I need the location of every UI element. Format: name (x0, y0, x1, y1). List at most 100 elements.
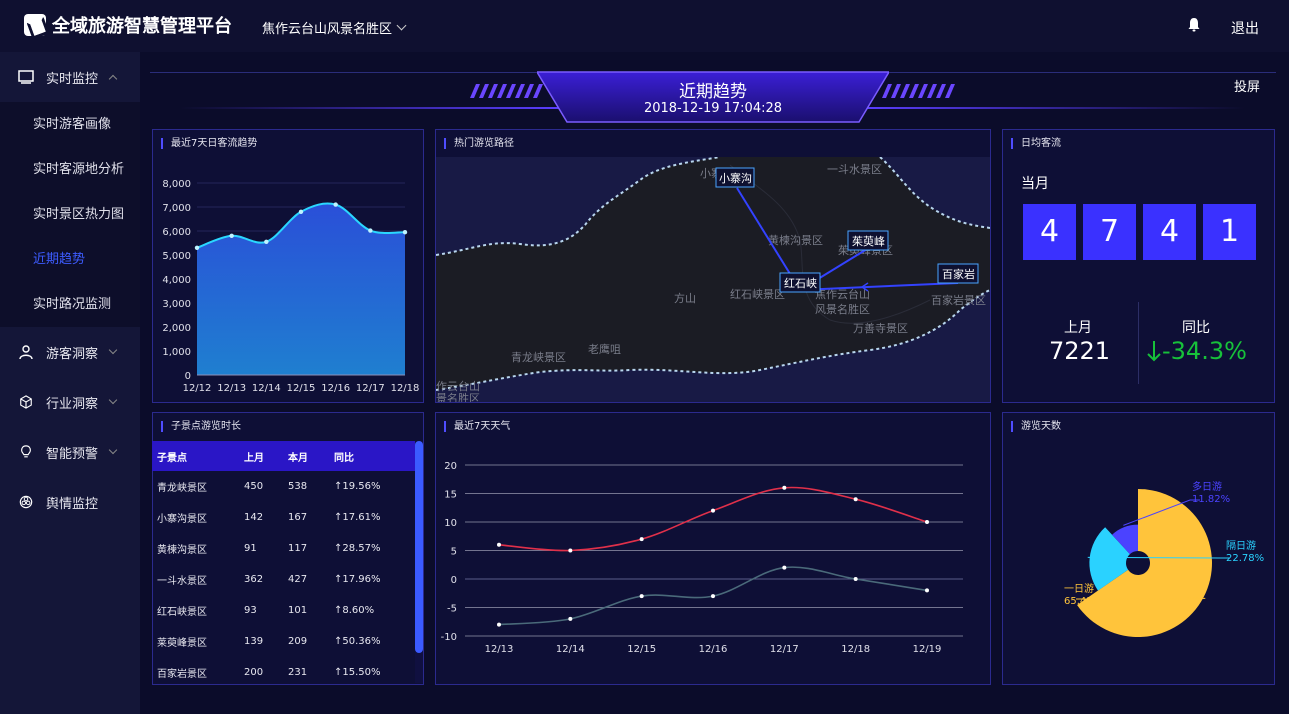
sidebar-group-alert[interactable]: 智能预警 (0, 427, 140, 477)
y-tick-label: 5 (451, 547, 457, 558)
cell: ↑17.96% (334, 574, 381, 585)
cell: 209 (288, 636, 308, 647)
y-tick-label: 6,000 (162, 227, 191, 238)
data-point (853, 497, 858, 502)
y-tick-label: 20 (444, 461, 457, 472)
panel-title: 子景点游览时长 (161, 421, 241, 432)
y-tick-label: 0 (185, 371, 191, 382)
arrow-down-icon (1147, 341, 1161, 362)
column-header: 同比 (329, 441, 416, 471)
map-label: 作云台山 (436, 379, 480, 393)
pie-slice (1112, 524, 1138, 555)
panel-title: 最近7天天气 (444, 421, 510, 432)
map-label: 焦作云台山 (815, 287, 870, 301)
current-month-digits: 4 7 4 1 (1023, 204, 1263, 260)
map-label: 黄楝沟景区 (768, 233, 823, 247)
y-tick-label: 5,000 (162, 251, 191, 262)
yoy-label: 同比 (1182, 320, 1210, 336)
sidebar-item-origin-analysis[interactable]: 实时客源地分析 (33, 162, 125, 177)
data-point (639, 594, 644, 599)
cell: 小寨沟景区 (157, 514, 207, 525)
header-line-left (180, 107, 560, 109)
header-datetime: 2018-12-19 17:04:28 (643, 101, 783, 116)
yoy-value-text: -34.3% (1162, 337, 1247, 365)
map-label: 方山 (674, 291, 696, 305)
logout-button[interactable]: 退出 (1231, 21, 1259, 37)
digit: 1 (1203, 204, 1256, 260)
data-point (568, 616, 573, 621)
chevron-down-icon (108, 395, 118, 405)
x-tick-label: 12/13 (217, 383, 246, 394)
cast-screen-button[interactable]: 投屏 (1234, 80, 1261, 95)
cell: 427 (288, 574, 308, 585)
sidebar-group-label: 游客洞察 (46, 346, 99, 362)
data-point (497, 622, 501, 627)
y-tick-label: 10 (444, 518, 457, 529)
cell: 莱萸峰景区 (157, 638, 207, 649)
routes-map[interactable]: 小寨沟 一斗水景区 黄楝沟景区 茱萸峰景区 红石峡景区 焦作云台山 风景名胜区 … (436, 157, 990, 402)
sidebar-group-sentiment[interactable]: 舆情监控 (0, 477, 140, 527)
cell: 538 (288, 481, 308, 492)
cell: 167 (288, 512, 308, 523)
x-tick-label: 12/15 (287, 383, 316, 394)
cell: 91 (244, 543, 257, 554)
panel-title: 最近7天日客流趋势 (161, 138, 257, 149)
cell: ↑50.36% (334, 636, 381, 647)
pie-slice (1077, 489, 1212, 637)
x-tick-label: 12/14 (556, 644, 585, 655)
pie-percent-label: 11.82% (1192, 494, 1230, 505)
y-tick-label: -10 (441, 632, 457, 643)
sidebar-group-realtime[interactable]: 实时监控 (0, 52, 140, 102)
sidebar-group-visitor-insight[interactable]: 游客洞察 (0, 327, 140, 377)
sidebar-item-recent-trend[interactable]: 近期趋势 (33, 252, 86, 267)
table-scrollbar[interactable] (415, 441, 423, 653)
data-point (782, 485, 787, 490)
data-point (711, 508, 715, 513)
x-tick-label: 12/14 (252, 383, 281, 394)
cube-icon (20, 395, 32, 409)
y-tick-label: 7,000 (162, 203, 191, 214)
scenic-area-select[interactable]: 焦作云台山风景名胜区 (262, 18, 407, 37)
sidebar-item-visitor-profile[interactable]: 实时游客画像 (33, 117, 112, 132)
last-month-value: 7221 (1049, 337, 1111, 365)
data-point (402, 230, 408, 235)
pie-label: 多日游 (1192, 480, 1222, 493)
data-point (568, 548, 573, 553)
data-point (639, 537, 644, 542)
panel-title: 日均客流 (1011, 138, 1061, 149)
series-line (498, 486, 928, 552)
visitor-trend-chart: 0 1,000 2,000 3,000 4,000 5,000 6,000 7,000 8,00… (162, 179, 419, 394)
y-tick-label: 1,000 (162, 347, 191, 358)
header-stripes-left (470, 84, 543, 98)
user-icon (19, 345, 33, 359)
app-logo[interactable]: 全域旅游智慧管理平台 (24, 12, 232, 38)
map-label: 一斗水景区 (827, 163, 882, 176)
map-label: 红石峡景区 (730, 287, 785, 301)
y-tick-label: 2,000 (162, 323, 191, 334)
column-header: 子景点 (152, 441, 239, 471)
bell-icon[interactable] (1187, 17, 1201, 32)
cell: ↑28.57% (334, 543, 381, 554)
data-point (194, 245, 200, 250)
data-point (925, 520, 929, 524)
sidebar-group-industry-insight[interactable]: 行业洞察 (0, 377, 140, 427)
x-tick-label: 12/17 (770, 644, 799, 655)
monitor-icon (18, 70, 34, 84)
y-tick-label: 8,000 (162, 179, 191, 190)
stat-divider (1138, 302, 1139, 384)
data-point (333, 202, 338, 207)
cell: ↑19.56% (334, 481, 381, 492)
x-tick-label: 12/19 (913, 644, 942, 655)
x-tick-label: 12/12 (183, 383, 212, 394)
table-row: 黄楝沟景区 91 117 ↑28.57% (152, 533, 416, 564)
sidebar-item-traffic[interactable]: 实时路况监测 (33, 297, 112, 312)
sidebar-item-heatmap[interactable]: 实时景区热力图 (33, 207, 125, 222)
app-title: 全域旅游智慧管理平台 (52, 16, 232, 37)
cell: 93 (244, 605, 257, 616)
last-month-label: 上月 (1064, 320, 1092, 336)
cell: 青龙峡景区 (157, 483, 207, 494)
panel-title: 热门游览路径 (444, 138, 514, 149)
sidebar-group-label: 舆情监控 (46, 496, 99, 512)
table-row: 红石峡景区 93 101 ↑8.60% (152, 595, 416, 626)
